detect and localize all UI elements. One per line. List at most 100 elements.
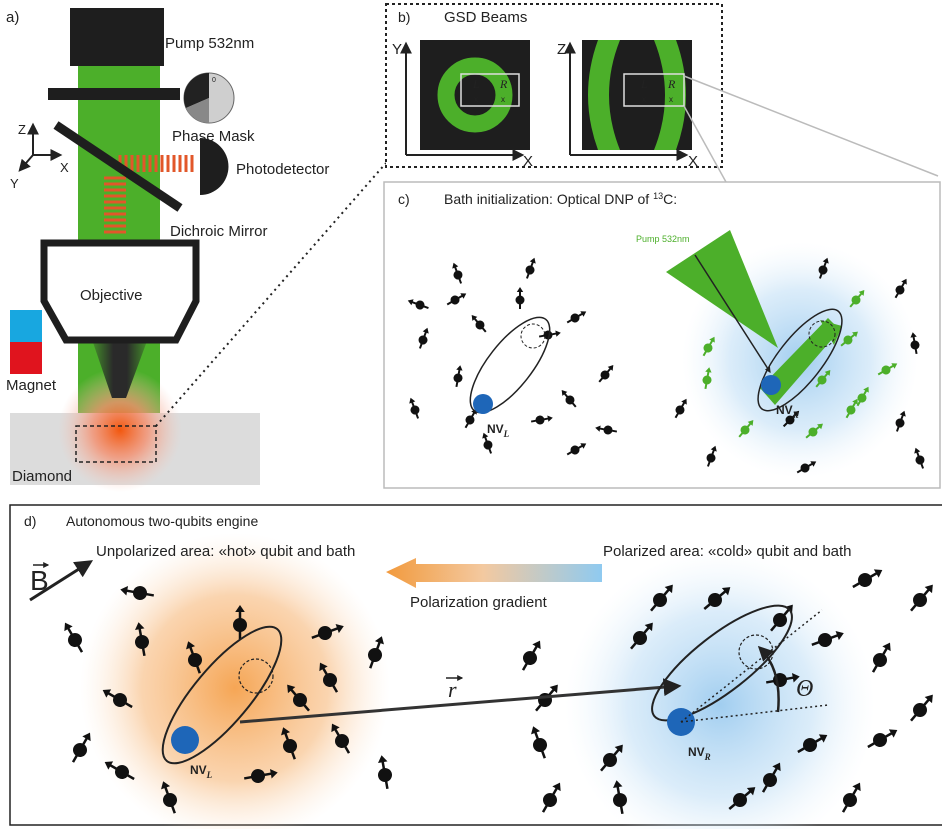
panel-d-title: Autonomous two-qubits engine [66, 513, 258, 529]
nuclear-spin [64, 622, 84, 653]
nv-dot-d-left [171, 726, 199, 754]
nuclear-spin [378, 755, 392, 790]
nuclear-spin [311, 624, 344, 640]
gradient-label: Polarization gradient [410, 594, 548, 611]
nv-center-c-left: NVL [469, 316, 551, 439]
pump-label: Pump 532nm [165, 35, 254, 52]
panel-d: d) Autonomous two-qubits engine B Unpola… [9, 504, 942, 829]
nuclear-spin [71, 732, 91, 763]
dichroic-label: Dichroic Mirror [170, 223, 268, 240]
nuclear-spin [515, 287, 525, 309]
magnet-north [10, 310, 42, 342]
b-field-label: B [30, 565, 49, 596]
nuclear-spin [409, 397, 420, 419]
coordinate-axes: Z X Y [10, 122, 69, 191]
zoom-line-b-top [683, 75, 939, 177]
nv-center-d-right: Θ NVR [651, 604, 829, 762]
nuclear-spin [914, 447, 925, 469]
nv-center-d-left: NVL [161, 625, 283, 780]
nuclear-spin [331, 723, 351, 754]
nuclear-spin [566, 443, 587, 456]
panel-c-label: c) [398, 191, 410, 207]
nuclear-spin [856, 386, 869, 407]
phase-mask-icon: 2π 0 [183, 72, 235, 124]
laser-spot [58, 368, 182, 492]
photodetector-icon [200, 138, 229, 195]
nuclear-spin [728, 787, 756, 810]
zoom-line-b-bottom [683, 105, 727, 183]
nuclear-spin [541, 782, 561, 813]
cross-l-xz: x [642, 95, 646, 104]
dichroic-mirror [53, 121, 183, 212]
zoom-line [155, 162, 387, 427]
axis-x-b2: X [688, 153, 698, 170]
gsd-beam-xz: L R x x Z X [557, 40, 698, 170]
nuclear-spin [482, 432, 493, 454]
nuclear-spin [595, 425, 618, 435]
nuclear-spin [186, 641, 202, 674]
b-field-indicator: B [29, 560, 94, 602]
nuclear-spin [407, 299, 429, 310]
nuclear-spin [319, 662, 339, 693]
diamond-label: Diamond [12, 468, 72, 485]
nuclear-spin [702, 336, 715, 357]
nv-label-c-left: NVL [487, 422, 510, 439]
photodetector-label: Photodetector [236, 161, 329, 178]
nuclear-spin [815, 370, 831, 388]
nuclear-spin [811, 631, 844, 647]
magnet-label: Magnet [6, 377, 57, 394]
cross-r-xz: x [669, 95, 673, 104]
nuclear-spin [706, 445, 717, 467]
nv-dot-c-right [761, 375, 781, 395]
nuclear-spin [910, 584, 933, 612]
r-vector: r [239, 675, 682, 724]
nuclear-spin [453, 365, 463, 388]
nuclear-spin [135, 622, 149, 657]
panel-d-label: d) [24, 513, 36, 529]
panel-a: a) Pump 532nm 2π 0 Phase Mask Photodetec… [6, 8, 387, 492]
nuclear-spin [287, 684, 310, 712]
objective-lens [40, 239, 200, 344]
polarization-gradient-arrow [386, 558, 602, 588]
nuclear-spin [281, 727, 297, 760]
nuclear-spin [796, 461, 817, 474]
axis-y-b: Y [392, 41, 402, 58]
panel-c-title: Bath initialization: Optical DNP of 13C: [444, 191, 677, 207]
nuclear-spin [761, 762, 781, 793]
cross-l-xy: x [474, 95, 478, 104]
magnet-south [10, 342, 42, 374]
panel-b-label: b) [398, 9, 410, 25]
nuclear-spin [782, 410, 800, 428]
spins-c-left [407, 257, 618, 456]
nuclear-spin [871, 642, 891, 673]
pump-label-c: Pump 532nm [636, 234, 690, 244]
nuclear-spin [446, 293, 467, 306]
nuclear-spin [452, 262, 463, 284]
nuclear-spin [630, 622, 653, 650]
r-vector-label: r [448, 677, 457, 702]
nuclear-spin [531, 726, 547, 759]
nuclear-spin [910, 694, 933, 722]
nuclear-spin [841, 782, 861, 813]
panel-c: c) Bath initialization: Optical DNP of 1… [383, 181, 941, 489]
axis-y: Y [10, 176, 19, 191]
pump-laser [70, 8, 164, 66]
nuclear-spin [702, 367, 712, 390]
nuclear-spin [894, 278, 907, 299]
nuclear-spin [566, 311, 587, 324]
panel-a-label: a) [6, 9, 19, 26]
nuclear-spin [805, 423, 823, 439]
axis-z: Z [18, 122, 26, 137]
nuclear-spin [561, 390, 577, 408]
nv-label-d-right: NVR [688, 745, 711, 762]
cold-region-d [565, 550, 875, 829]
nv-center-c-right: NVR [757, 308, 843, 420]
hot-region [80, 533, 390, 829]
nuclear-spin [598, 365, 614, 383]
nuclear-spin [120, 586, 155, 600]
zoom-box [75, 425, 157, 463]
nuclear-spin [538, 330, 561, 340]
spins-c-right [674, 257, 925, 474]
nuclear-spin [418, 327, 429, 349]
